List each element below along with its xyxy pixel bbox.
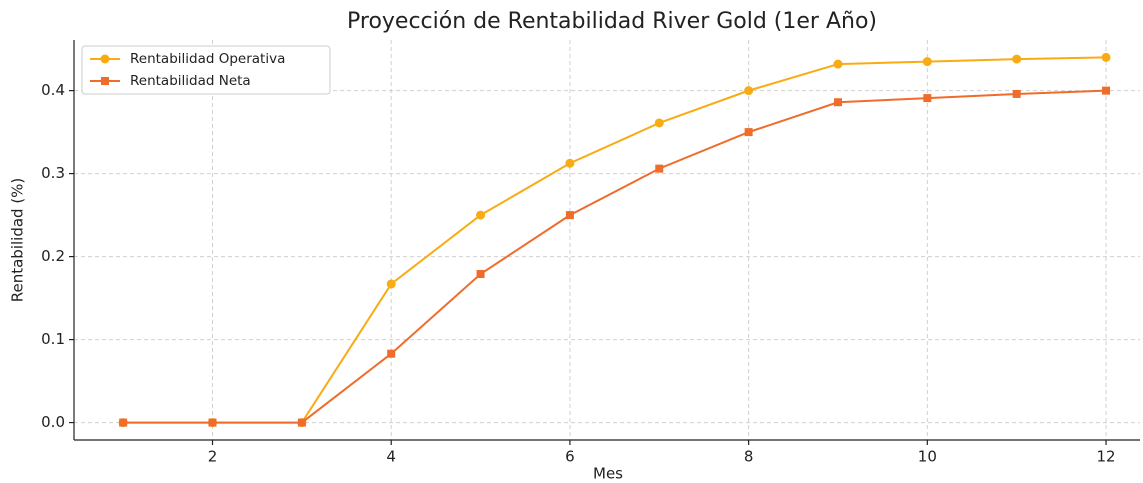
data-point: [922, 57, 932, 67]
data-point: [1101, 52, 1111, 62]
data-point: [297, 418, 306, 427]
data-point: [833, 59, 843, 69]
data-point: [476, 210, 486, 220]
data-point: [565, 211, 574, 220]
y-tick-label: 0.0: [41, 413, 65, 431]
legend-box: [81, 45, 331, 95]
legend-label: Rentabilidad Neta: [130, 73, 251, 89]
data-point: [119, 418, 128, 427]
data-point: [1102, 86, 1111, 95]
data-point: [476, 270, 485, 279]
y-axis-label: Rentabilidad (%): [9, 178, 27, 303]
x-tick-label: 4: [386, 448, 396, 466]
y-tick-label: 0.3: [41, 164, 65, 182]
data-point: [386, 279, 396, 289]
data-point: [923, 94, 932, 103]
data-point: [655, 164, 664, 173]
x-tick-label: 12: [1096, 448, 1115, 466]
x-axis-label: Mes: [593, 465, 623, 483]
chart-title: Proyección de Rentabilidad River Gold (1…: [347, 9, 877, 34]
y-tick-label: 0.2: [41, 247, 65, 265]
data-point: [208, 418, 217, 427]
x-tick-label: 8: [744, 448, 754, 466]
x-tick-label: 2: [208, 448, 218, 466]
data-point: [654, 118, 664, 128]
x-tick-label: 6: [565, 448, 575, 466]
data-point: [833, 98, 842, 107]
series-line: [123, 56, 1107, 424]
data-point: [1012, 54, 1022, 64]
x-tick-label: 10: [918, 448, 937, 466]
legend-marker: [101, 77, 109, 85]
legend-label: Rentabilidad Operativa: [130, 51, 285, 67]
data-point: [744, 86, 754, 96]
data-point: [565, 158, 575, 168]
series-line: [123, 89, 1107, 424]
y-tick-label: 0.4: [41, 81, 65, 99]
data-point: [387, 349, 396, 358]
data-point: [744, 128, 753, 137]
legend-marker: [100, 54, 110, 64]
data-point: [1012, 89, 1021, 98]
y-tick-label: 0.1: [41, 330, 65, 348]
